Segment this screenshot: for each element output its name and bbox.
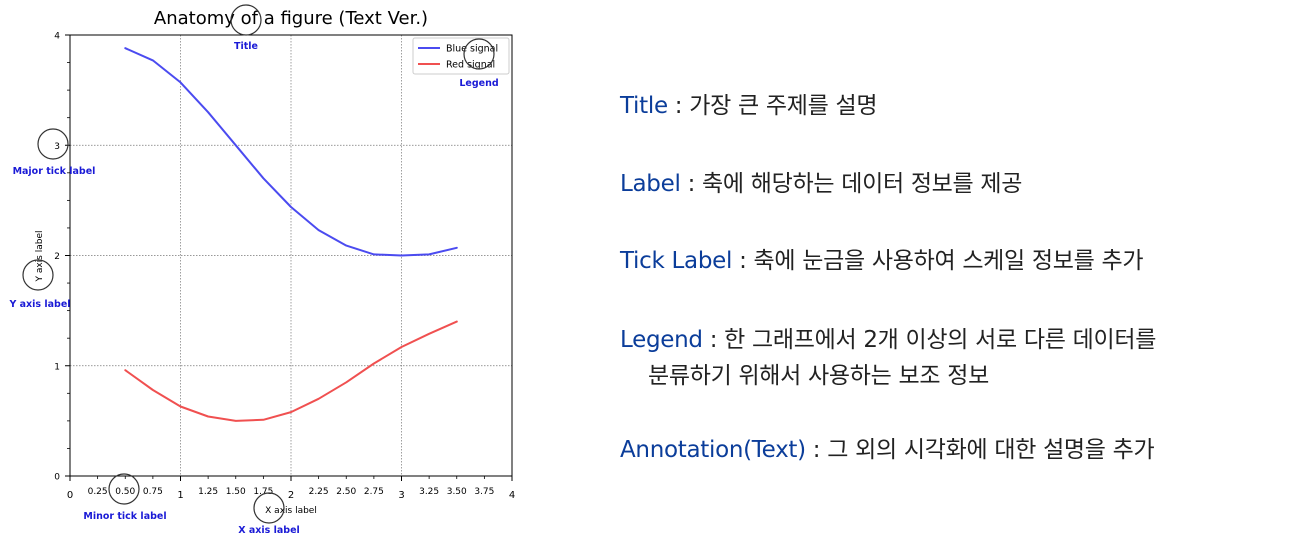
note-description: 한 그래프에서 2개 이상의 서로 다른 데이터를 (724, 327, 1157, 353)
x-major-tick-label: 4 (509, 490, 515, 501)
note-tick-label: Tick Label : 축에 눈금을 사용하여 스케일 정보를 추가 (620, 241, 1144, 275)
x-minor-tick-label: 1.75 (253, 487, 273, 497)
anatomy-chart: 0 1 2 3 4 0.25 0.50 0.75 1.25 1.50 1.75 2.25 2.50 2.7… (8, 4, 515, 536)
note-title: Title : 가장 큰 주제를 설명 (620, 86, 878, 120)
note-term: Tick Label (620, 248, 733, 274)
legend-entry: Blue signal (446, 44, 498, 55)
y-major-tick-label: 0 (54, 473, 60, 483)
note-term: Legend (620, 327, 703, 353)
note-description: 축에 눈금을 사용하여 스케일 정보를 추가 (753, 248, 1144, 274)
x-minor-tick-label: 3.50 (447, 487, 467, 497)
y-major-tick-label: 1 (54, 362, 60, 372)
x-minor-tick-label: 3.75 (474, 487, 494, 497)
annotation-label: X axis label (238, 525, 300, 536)
note-term: Title (620, 93, 668, 119)
blue-signal-line (124, 47, 458, 257)
annotation-circle (22, 259, 54, 291)
x-minor-tick-label: 1.25 (198, 487, 218, 497)
x-major-tick-label: 1 (177, 490, 183, 501)
annotation-label: Y axis label (8, 299, 70, 310)
x-minor-tick-label: 0.75 (143, 487, 163, 497)
note-label: Label : 축에 해당하는 데이터 정보를 제공 (620, 164, 1022, 198)
x-minor-tick-label: 2.50 (336, 487, 356, 497)
annotation-circle (230, 4, 262, 36)
annotation-label: Legend (459, 78, 498, 89)
x-major-tick-label: 0 (67, 490, 73, 501)
note-legend: Legend : 한 그래프에서 2개 이상의 서로 다른 데이터를 분류하기 … (620, 320, 1156, 390)
annotation-label: Minor tick label (83, 511, 166, 522)
note-term: Annotation(Text) (620, 437, 806, 463)
annotation-circle (463, 38, 495, 70)
x-minor-tick-label: 2.75 (364, 487, 384, 497)
legend-entry: Red signal (446, 60, 495, 71)
annotation-circle (37, 128, 69, 160)
annotation-circle (253, 492, 285, 524)
note-description: 그 외의 시각화에 대한 설명을 추가 (827, 437, 1155, 463)
x-minor-tick-label: 2.25 (309, 487, 329, 497)
y-major-tick-label: 3 (54, 142, 60, 152)
note-description: 가장 큰 주제를 설명 (689, 93, 878, 119)
note-separator: : (680, 171, 703, 197)
x-minor-tick-label: 3.25 (419, 487, 439, 497)
note-separator: : (732, 248, 754, 274)
red-signal-line (124, 320, 458, 422)
x-major-tick-label: 3 (398, 490, 404, 501)
x-minor-tick-label: 1.50 (226, 487, 246, 497)
x-axis-label: X axis label (265, 506, 317, 516)
x-minor-tick-label: 0.50 (115, 487, 135, 497)
legend: Blue signal Red signal (412, 37, 510, 75)
note-separator: : (702, 327, 725, 353)
y-axis-label: Y axis label (35, 230, 45, 282)
x-major-tick-label: 2 (288, 490, 294, 501)
note-term: Label (620, 171, 681, 197)
note-separator: : (805, 437, 828, 463)
note-annotation: Annotation(Text) : 그 외의 시각화에 대한 설명을 추가 (620, 430, 1155, 464)
y-major-tick-label: 2 (54, 252, 60, 262)
y-major-tick-label: 4 (54, 32, 60, 42)
chart-title: Anatomy of a figure (Text Ver.) (154, 8, 428, 29)
note-description: 축에 해당하는 데이터 정보를 제공 (702, 171, 1023, 197)
annotation-label: Title (234, 41, 258, 52)
annotation-label: Major tick label (13, 166, 96, 177)
x-minor-tick-label: 0.25 (88, 487, 108, 497)
note-separator: : (667, 93, 690, 119)
annotation-circle (108, 473, 140, 505)
note-description-continued: 분류하기 위해서 사용하는 보조 정보 (648, 363, 989, 389)
